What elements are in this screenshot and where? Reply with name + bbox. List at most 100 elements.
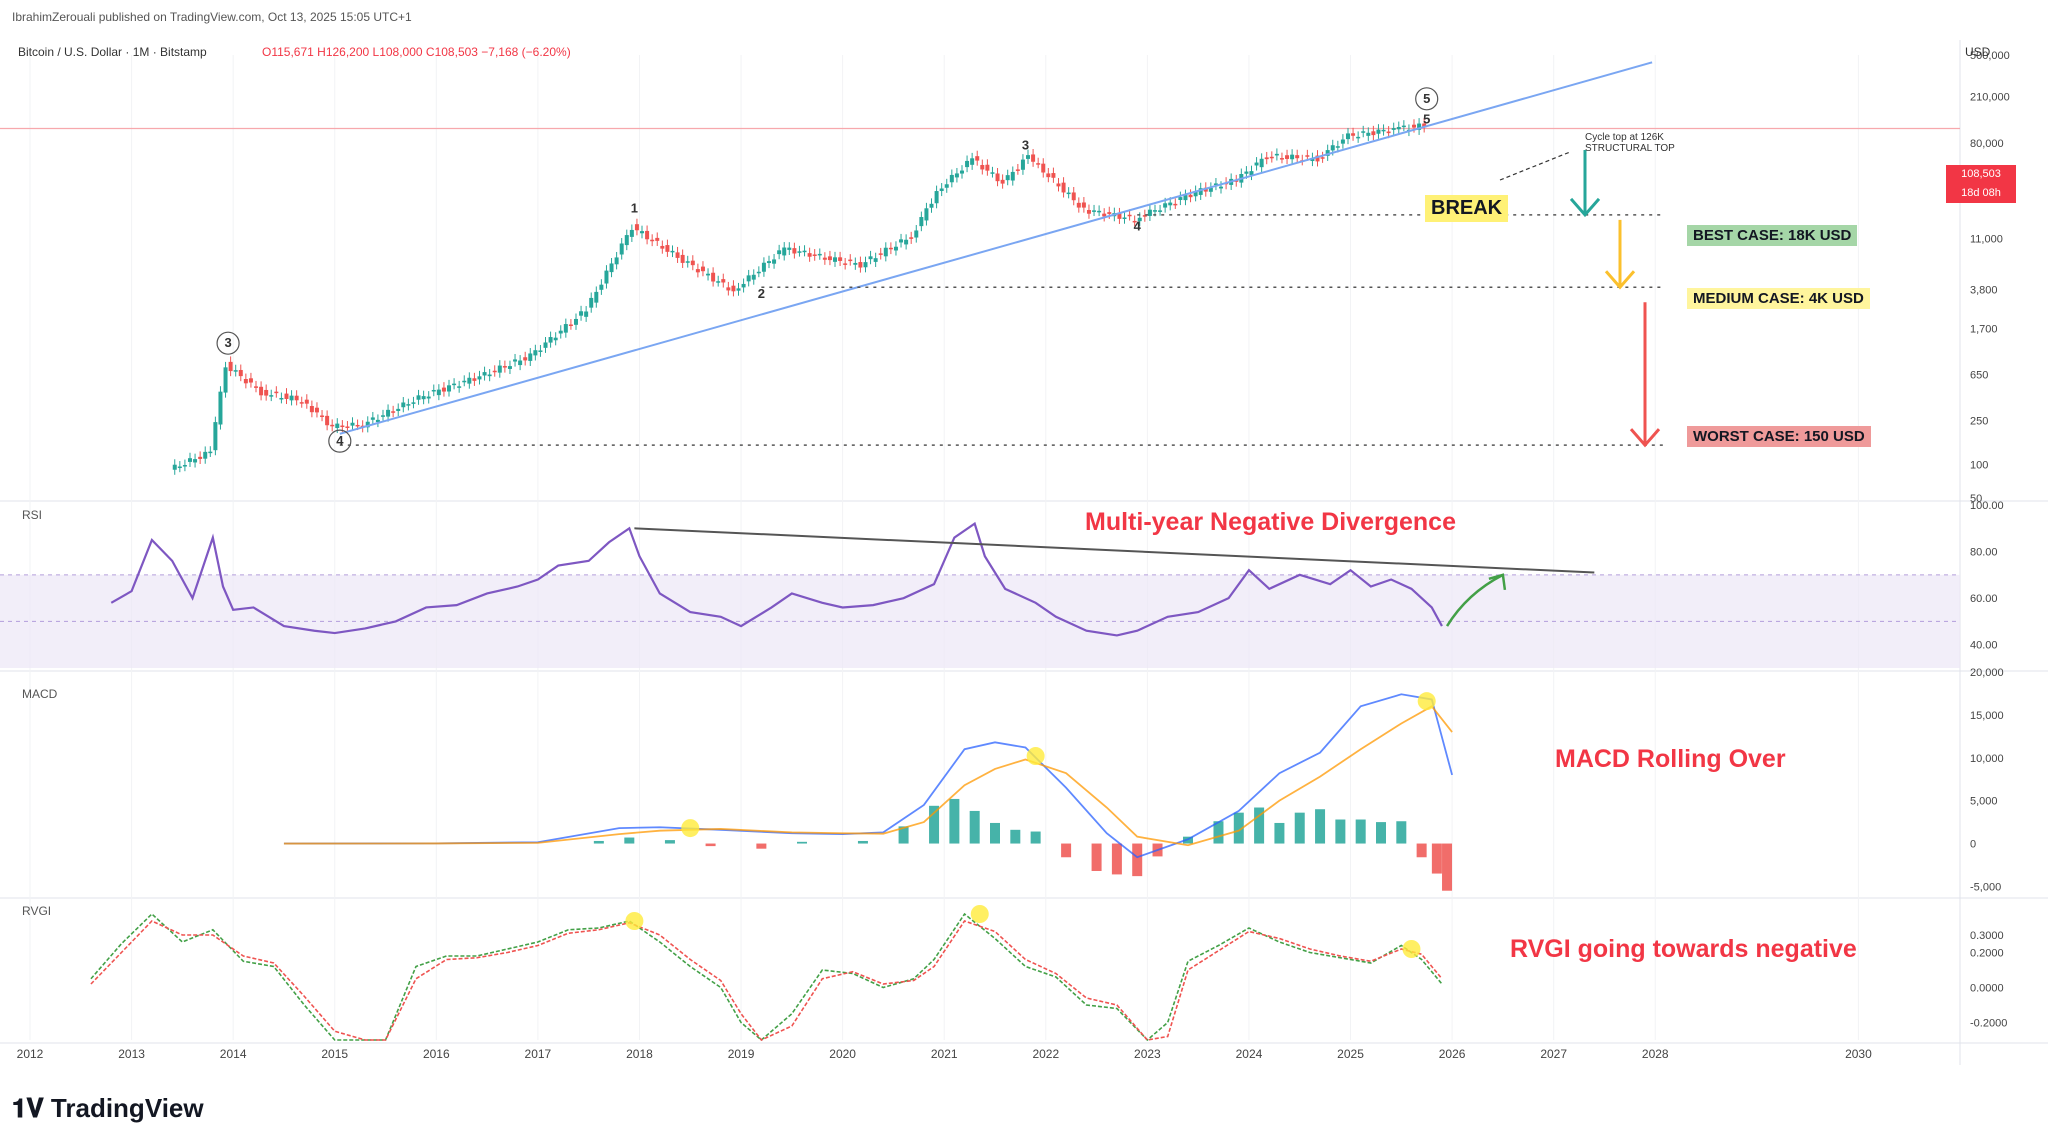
candle-body — [766, 261, 771, 264]
candle-body — [1010, 171, 1015, 181]
candle-body — [665, 245, 670, 252]
candle-body — [822, 257, 827, 260]
macd-histogram-bar — [1416, 843, 1427, 858]
candle-body — [1183, 195, 1188, 201]
candle-body — [264, 389, 269, 396]
macd-annotation: MACD Rolling Over — [1555, 745, 1786, 773]
candle-body — [614, 257, 619, 265]
candle-body — [944, 184, 949, 188]
macd-y-tick-label: 20,000 — [1970, 667, 2004, 679]
macd-histogram-bar — [1132, 843, 1143, 877]
candle-body — [716, 281, 721, 283]
candle-body — [1061, 182, 1066, 193]
macd-histogram-bar — [1315, 809, 1326, 844]
candle-body — [177, 466, 182, 469]
macd-histogram-bar — [857, 840, 868, 844]
candle-body — [1376, 129, 1381, 134]
candle-body — [1290, 154, 1295, 160]
candle-body — [736, 288, 741, 291]
candle-body — [1279, 158, 1284, 160]
candle-body — [660, 245, 665, 249]
macd-histogram-bar — [898, 826, 909, 844]
candle-body — [218, 391, 223, 425]
candle-body — [853, 262, 858, 265]
candle-body — [254, 386, 259, 388]
candle-body — [1178, 197, 1183, 201]
wave-label: 3 — [224, 335, 231, 350]
candle-body — [1163, 203, 1168, 208]
candle-body — [436, 389, 441, 396]
macd-histogram-bar — [1111, 843, 1122, 875]
candle-body — [975, 156, 980, 161]
candle-body — [731, 285, 736, 292]
candle-body — [396, 408, 401, 412]
candle-body — [401, 402, 406, 408]
candle-body — [1198, 188, 1203, 195]
x-tick-label: 2016 — [423, 1047, 450, 1061]
candle-body — [1340, 139, 1345, 144]
candle-body — [990, 172, 995, 174]
candle-body — [198, 456, 203, 459]
x-tick-label: 2012 — [17, 1047, 44, 1061]
price-y-tick-label: 500,000 — [1970, 50, 2010, 62]
candle-body — [274, 391, 279, 394]
candle-body — [1259, 158, 1264, 168]
candle-body — [228, 361, 233, 372]
candle-body — [1412, 124, 1417, 128]
price-y-tick-label: 50 — [1970, 493, 1982, 505]
macd-line — [283, 693, 1453, 859]
candle-body — [406, 404, 411, 406]
candle-body — [985, 164, 990, 171]
candle-body — [533, 350, 538, 356]
candle-body — [1391, 128, 1396, 130]
candle-body — [1371, 131, 1376, 136]
candle-body — [1168, 202, 1173, 206]
candle-body — [370, 417, 375, 420]
candle-body — [1081, 202, 1086, 208]
candle-body — [761, 262, 766, 272]
x-tick-label: 2013 — [118, 1047, 145, 1061]
candle-body — [507, 366, 512, 369]
rvgi-line — [90, 912, 1443, 1042]
candle-body — [223, 367, 228, 393]
medium-case-label: MEDIUM CASE: 4K USD — [1687, 288, 1870, 309]
wave-label: 4 — [1134, 219, 1142, 234]
candle-body — [848, 259, 853, 262]
rsi-projection-arrow-head — [1488, 573, 1507, 591]
candle-body — [386, 409, 391, 417]
candle-body — [995, 173, 1000, 182]
macd-histogram-bar — [797, 841, 807, 844]
rvgi-y-tick-label: -0.2000 — [1970, 1018, 2007, 1030]
candle-body — [213, 422, 218, 451]
rsi-y-tick-label: 40.00 — [1970, 640, 1998, 652]
macd-histogram-bar — [1091, 843, 1102, 871]
candle-body — [462, 380, 467, 383]
x-tick-label: 2019 — [728, 1047, 755, 1061]
price-y-tick-label: 11,000 — [1970, 234, 2003, 246]
x-tick-label: 2015 — [321, 1047, 348, 1061]
candle-body — [335, 423, 340, 428]
candle-body — [858, 262, 863, 268]
candle-body — [680, 254, 685, 263]
candle-body — [1020, 159, 1025, 170]
macd-histogram-bar — [1355, 819, 1366, 844]
wave-label-circle — [1415, 87, 1439, 111]
macd-crossover-marker — [1417, 692, 1436, 711]
candle-body — [1086, 210, 1091, 214]
candle-body — [873, 258, 878, 262]
candle-body — [751, 274, 756, 280]
candle-body — [1422, 123, 1427, 128]
candle-body — [797, 251, 802, 253]
candle-body — [350, 422, 355, 426]
candle-body — [899, 239, 904, 243]
candle-body — [711, 272, 716, 282]
candle-body — [1152, 210, 1157, 212]
candle-body — [248, 378, 253, 383]
macd-histogram-bar — [969, 810, 980, 844]
candle-body — [726, 287, 731, 291]
candle-body — [426, 396, 431, 399]
candle-body — [741, 283, 746, 288]
candle-body — [1041, 163, 1046, 173]
candle-body — [695, 269, 700, 273]
macd-histogram-bar — [1010, 829, 1021, 844]
